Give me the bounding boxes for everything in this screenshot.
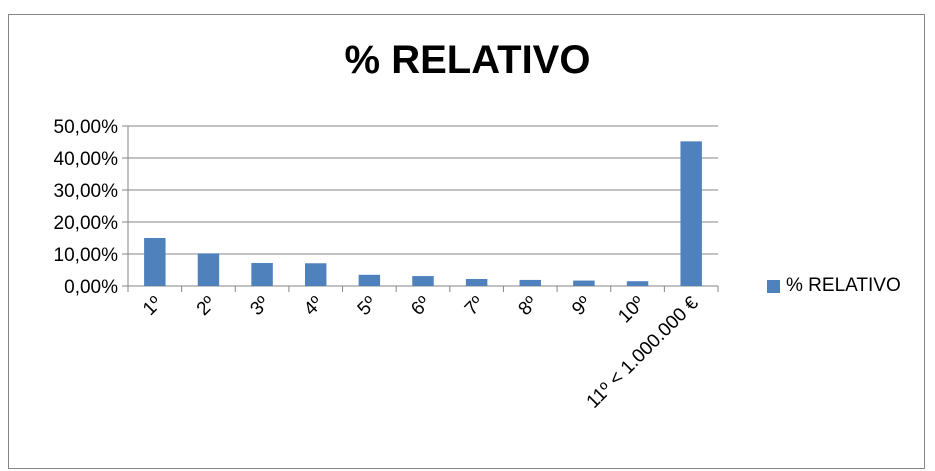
bar (251, 262, 273, 286)
y-tick-label: 10,00% (54, 245, 119, 266)
y-tick-labels: 0,00% 10,00% 20,00% 30,00% 40,00% 50,00% (54, 117, 119, 298)
x-tick-label: 4º (300, 293, 327, 320)
bar (358, 274, 381, 286)
y-tick-label: 30,00% (54, 181, 119, 202)
x-tick-label: 2º (193, 293, 220, 320)
x-tick-label: 10º (614, 293, 649, 328)
bars (144, 141, 702, 286)
x-tick-label: 5º (354, 293, 381, 320)
chart-title: % RELATIVO (344, 38, 591, 82)
bar (626, 281, 649, 286)
y-tick-label: 0,00% (64, 277, 118, 298)
bar (573, 280, 595, 286)
y-tick-label: 40,00% (54, 149, 119, 170)
y-tick-label: 20,00% (54, 213, 119, 234)
legend: % RELATIVO (767, 275, 901, 297)
bar (144, 238, 166, 286)
legend-swatch (767, 279, 780, 293)
bar (305, 263, 327, 286)
bar (519, 279, 541, 286)
bar (680, 141, 702, 286)
x-tick-label: 7º (461, 293, 488, 320)
legend-label: % RELATIVO (786, 275, 901, 296)
bar (465, 278, 488, 286)
bar (197, 253, 220, 286)
x-tick-label: 8º (515, 293, 542, 320)
y-tick-label: 50,00% (54, 117, 119, 138)
gridlines (122, 125, 719, 292)
x-tick-label: 3º (246, 293, 273, 320)
x-tick-label: 9º (568, 293, 595, 320)
x-tick-label: 6º (407, 293, 434, 320)
bar (412, 276, 434, 286)
x-tick-label: 1º (139, 293, 166, 320)
